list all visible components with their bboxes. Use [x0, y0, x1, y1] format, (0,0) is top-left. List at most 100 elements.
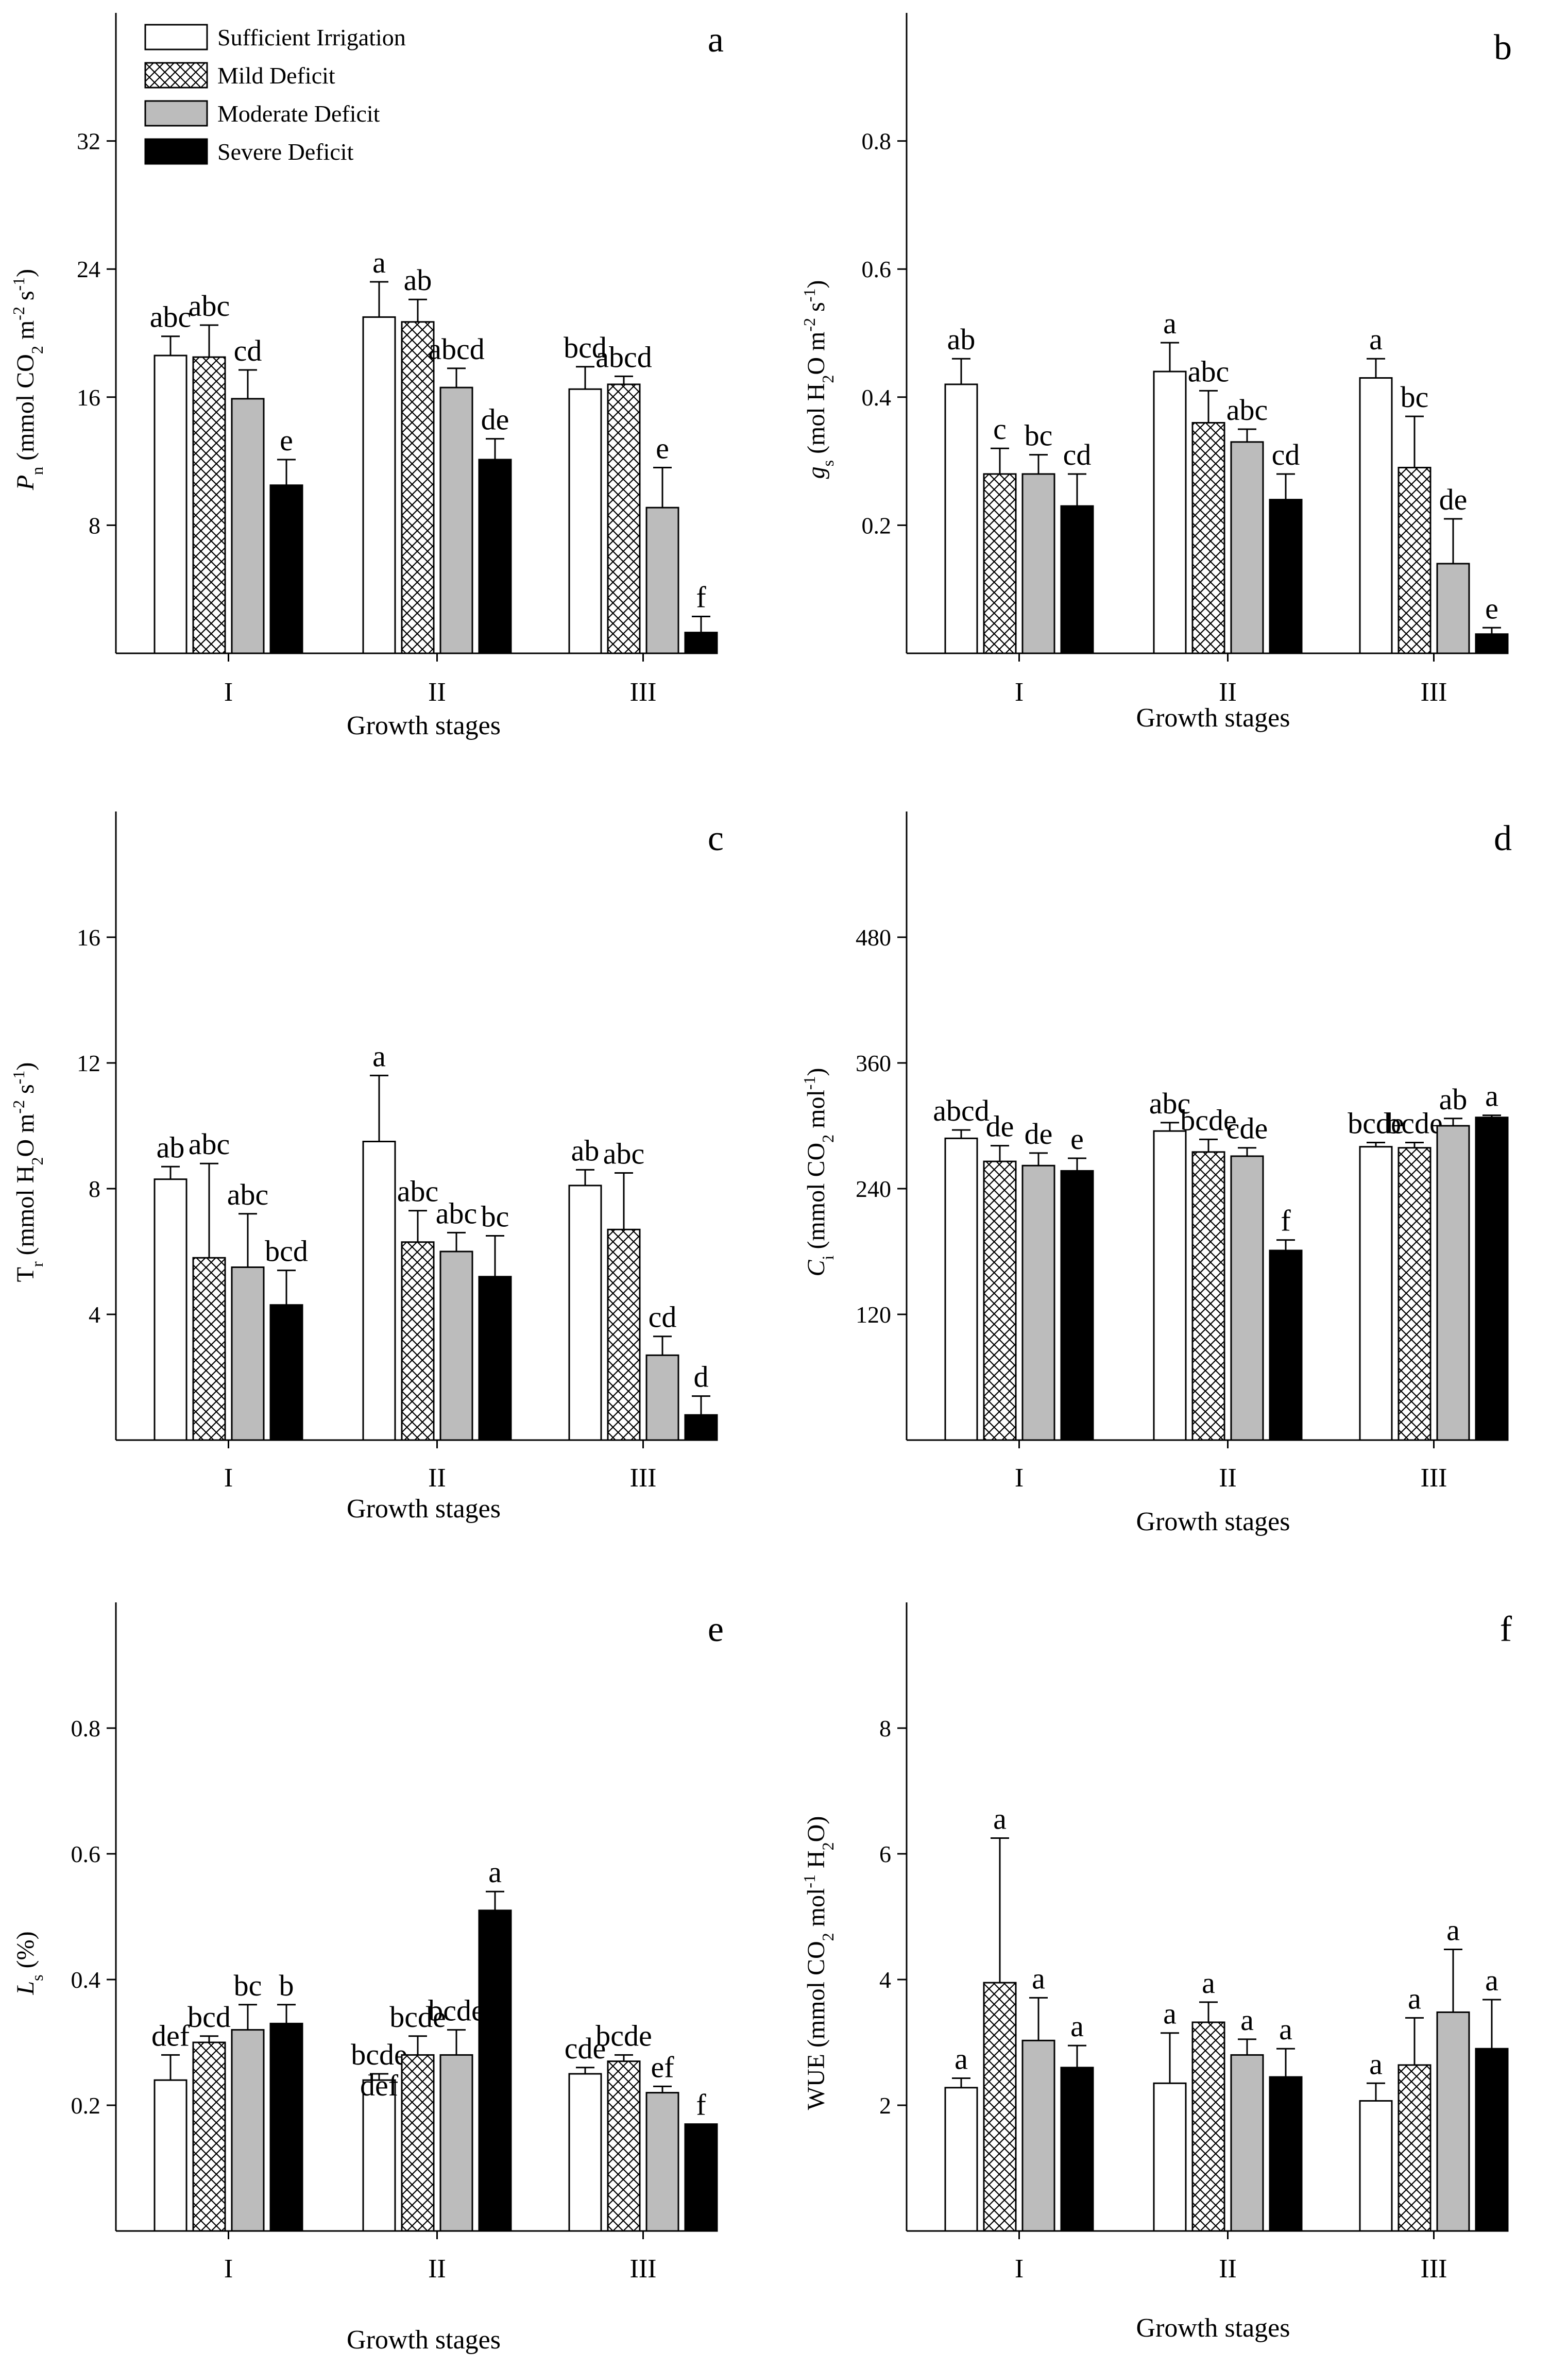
- y-tick-label: 0.8: [71, 1715, 101, 1742]
- y-axis-title-part: 2: [28, 1157, 46, 1165]
- significance-letter: def: [151, 2019, 190, 2052]
- bar: [1021, 2039, 1055, 2232]
- panel-label: a: [708, 20, 724, 60]
- significance-letter: d: [694, 1360, 709, 1394]
- bar: [478, 459, 512, 654]
- y-axis-title-part: (mmol CO: [803, 1143, 830, 1256]
- y-axis-title: Tr (mmol H2O m-2 s-1): [9, 1062, 46, 1282]
- y-tick-label: 0.2: [71, 2092, 101, 2119]
- significance-letter: bcde: [1386, 1107, 1443, 1140]
- significance-letter: a: [1163, 1997, 1177, 2031]
- significance-letter: a: [1240, 2003, 1254, 2037]
- significance-letter: abcd: [595, 340, 652, 374]
- significance-letter: ab: [947, 323, 976, 356]
- y-tick-label: 12: [77, 1050, 100, 1076]
- y-axis-title-part: ): [803, 280, 830, 289]
- bar: [401, 2054, 435, 2232]
- significance-letter: e: [280, 424, 293, 457]
- x-tick-label: I: [224, 678, 233, 707]
- legend-swatch: [144, 100, 208, 127]
- significance-letter: a: [1202, 1966, 1215, 2000]
- legend-item: Severe Deficit: [144, 138, 354, 165]
- legend: Sufficient Irrigation Mild Deficit Moderat…: [144, 24, 406, 165]
- y-axis-title-part: -2: [9, 1100, 28, 1114]
- x-tick-label: II: [1219, 2254, 1237, 2284]
- y-axis-title-part: -1: [800, 1076, 819, 1090]
- significance-letter: cd: [649, 1300, 677, 1334]
- significance-letter: ef: [651, 2050, 674, 2084]
- y-tick-label: 24: [77, 256, 100, 282]
- y-axis-title-part: (mmol CO: [12, 354, 39, 467]
- x-tick-label: II: [428, 1463, 446, 1493]
- y-axis-title-part: g: [803, 466, 830, 479]
- bar: [1230, 1155, 1264, 1441]
- y-axis-title-part: C: [803, 1259, 830, 1276]
- bar: [1021, 473, 1055, 654]
- legend-swatch: [144, 62, 208, 89]
- bar: [231, 1266, 265, 1441]
- x-tick-label: II: [1219, 678, 1237, 707]
- significance-letter: b: [279, 1969, 294, 2002]
- y-tick-label: 360: [856, 1050, 891, 1076]
- bar: [1359, 1146, 1393, 1441]
- x-tick-label: III: [1421, 678, 1447, 707]
- legend-label: Sufficient Irrigation: [217, 24, 406, 50]
- bar: [1060, 1170, 1094, 1441]
- significance-letter: bcde: [351, 2038, 407, 2071]
- y-axis-title-part: -2: [9, 307, 28, 320]
- bar: [1269, 2076, 1303, 2232]
- bar: [983, 1160, 1017, 1441]
- bar: [1475, 2048, 1509, 2232]
- bar: [944, 1137, 978, 1441]
- x-tick-label: II: [428, 678, 446, 707]
- significance-letter: a: [1070, 2009, 1084, 2043]
- bar: [1436, 1125, 1470, 1441]
- significance-letter: de: [986, 1110, 1014, 1143]
- significance-letter: abc: [227, 1178, 269, 1211]
- y-axis-title-part: s: [28, 1974, 46, 1981]
- x-tick-label: I: [1015, 2254, 1024, 2284]
- y-axis-title-part: -1: [800, 289, 819, 302]
- bar: [401, 1241, 435, 1441]
- y-axis-title-part: 2: [819, 1842, 837, 1850]
- significance-letter: bcde: [595, 2019, 652, 2052]
- y-axis-title-part: m: [12, 320, 39, 346]
- y-axis-title-part: r: [28, 1261, 46, 1267]
- significance-letter: bcde: [389, 2000, 446, 2034]
- significance-letter: de: [1439, 483, 1468, 516]
- significance-letter: bcd: [265, 1235, 308, 1268]
- x-tick-label: II: [1219, 1463, 1237, 1493]
- panel-label: d: [1494, 819, 1512, 858]
- y-axis-title-part: T: [12, 1267, 39, 1282]
- y-axis-title-part: ): [12, 1062, 39, 1071]
- significance-letter: ab: [1439, 1083, 1468, 1116]
- significance-letter: abcd: [428, 332, 485, 366]
- y-axis-title-part: L: [12, 1981, 39, 1996]
- bar: [1021, 1164, 1055, 1441]
- significance-letter: a: [1279, 2013, 1292, 2046]
- panel-label: f: [1500, 1610, 1512, 1649]
- significance-letter: a: [488, 1855, 502, 1889]
- y-tick-label: 0.2: [862, 512, 892, 538]
- legend-label: Moderate Deficit: [217, 100, 380, 127]
- significance-letter: a: [1369, 323, 1383, 356]
- bar: [607, 1228, 641, 1441]
- bar: [439, 386, 473, 654]
- y-axis-title-part: O): [803, 1816, 830, 1842]
- bar: [645, 2092, 679, 2232]
- significance-letter: abcd: [933, 1094, 990, 1127]
- bar: [154, 2079, 188, 2232]
- x-tick-label: I: [1015, 678, 1024, 707]
- y-axis-title-part: -1: [9, 1071, 28, 1085]
- significance-letter: e: [1485, 591, 1498, 625]
- y-axis-title-part: s: [819, 460, 837, 466]
- bar: [1269, 499, 1303, 654]
- significance-letter: ab: [404, 263, 432, 297]
- bar: [154, 1178, 188, 1441]
- y-axis-title-part: s: [803, 302, 830, 318]
- y-axis-title: Ci (mmol CO2 mol-1): [800, 1068, 837, 1277]
